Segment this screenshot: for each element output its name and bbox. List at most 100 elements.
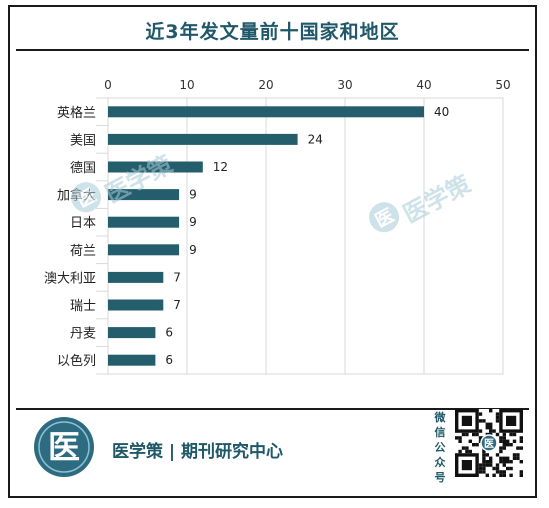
qr-module [516,446,520,450]
qr-module [502,463,506,467]
watermark-right: 医 医学策 [361,170,475,244]
follow-char: 微 [434,411,446,424]
qr-module [519,470,523,474]
qr-module [499,470,503,474]
bar [108,271,164,283]
x-tick-label: 40 [416,78,431,92]
qr-module [478,463,483,467]
qr-module [519,460,523,464]
qr-module [509,460,513,464]
qr-finder-core [506,415,517,426]
qr-module [482,466,486,471]
bar [108,244,180,256]
qr-module [495,419,500,423]
category-label: 美国 [70,133,96,148]
qr-module [495,466,500,471]
data-label: 40 [434,105,449,119]
data-label: 9 [189,188,197,202]
footer-divider [16,408,529,410]
qr-module [502,436,506,440]
category-label: 以色列 [57,353,96,369]
qr-module [499,436,503,440]
qr-module [482,460,486,464]
brand-text: 医学策 | 期刊研究中心 [112,442,284,462]
x-tick-label: 10 [179,78,194,92]
follow-char: 众 [434,456,446,469]
qr-module [495,412,500,416]
bar [108,299,164,311]
data-label: 12 [213,160,228,174]
category-label: 瑞士 [70,299,96,314]
chart-title: 近3年发文量前十国家和地区 [145,21,400,43]
follow-char: 公 [434,441,446,454]
qr-code-icon[interactable]: 医 [455,409,523,477]
qr-module [482,470,486,474]
qr-module [499,439,503,443]
qr-module [499,456,503,460]
qr-module [519,446,523,450]
qr-module [485,422,489,426]
data-label: 6 [165,353,173,367]
qr-module [458,439,462,443]
qr-module [482,449,486,454]
qr-module [502,443,506,447]
qr-module [509,443,513,447]
qr-module [478,470,483,474]
qr-module [461,432,466,437]
qr-module [502,460,506,464]
qr-module [502,432,506,437]
data-label: 9 [189,215,197,229]
qr-module [485,460,489,464]
bar [108,189,180,201]
qr-module [478,436,483,440]
qr-module [465,449,469,454]
x-tick-label: 20 [258,78,273,92]
data-label: 7 [173,298,181,312]
qr-module [482,453,486,457]
qr-module [492,429,496,433]
qr-module [455,436,459,440]
qr-module [472,443,476,447]
qr-module [499,446,503,450]
bar [108,106,424,118]
qr-module [516,453,520,457]
data-label: 7 [173,270,181,284]
qr-module [506,439,510,443]
title-divider [16,49,529,51]
bar [108,161,203,173]
qr-module [478,419,483,423]
qr-module [512,453,517,457]
qr-module [492,466,496,471]
data-label: 6 [165,326,173,340]
qr-module [489,422,493,426]
qr-module [499,460,503,464]
qr-module [519,473,523,477]
category-label: 日本 [70,216,96,231]
x-tick-label: 50 [495,78,510,92]
chart-frame: 近3年发文量前十国家和地区 [8,5,537,498]
qr-module [519,439,523,443]
data-label: 24 [308,132,323,146]
bar [108,354,156,366]
qr-module [475,432,479,437]
qr-module [509,473,513,477]
qr-module [465,432,469,437]
qr-module [478,412,483,416]
data-label: 9 [189,243,197,257]
qr-module [489,409,493,413]
qr-module [475,443,479,447]
qr-module [489,429,493,433]
qr-module [519,436,523,440]
bar [108,327,156,339]
qr-module [499,449,503,454]
qr-module [495,415,500,420]
qr-module [495,432,500,437]
qr-module [506,466,510,471]
qr-module [506,460,510,464]
x-tick-label: 30 [337,78,352,92]
qr-module [458,436,462,440]
qr-module [489,456,493,460]
qr-center-logo-icon [480,434,498,452]
category-label: 澳大利亚 [44,270,96,286]
follow-char: 信 [434,426,446,439]
